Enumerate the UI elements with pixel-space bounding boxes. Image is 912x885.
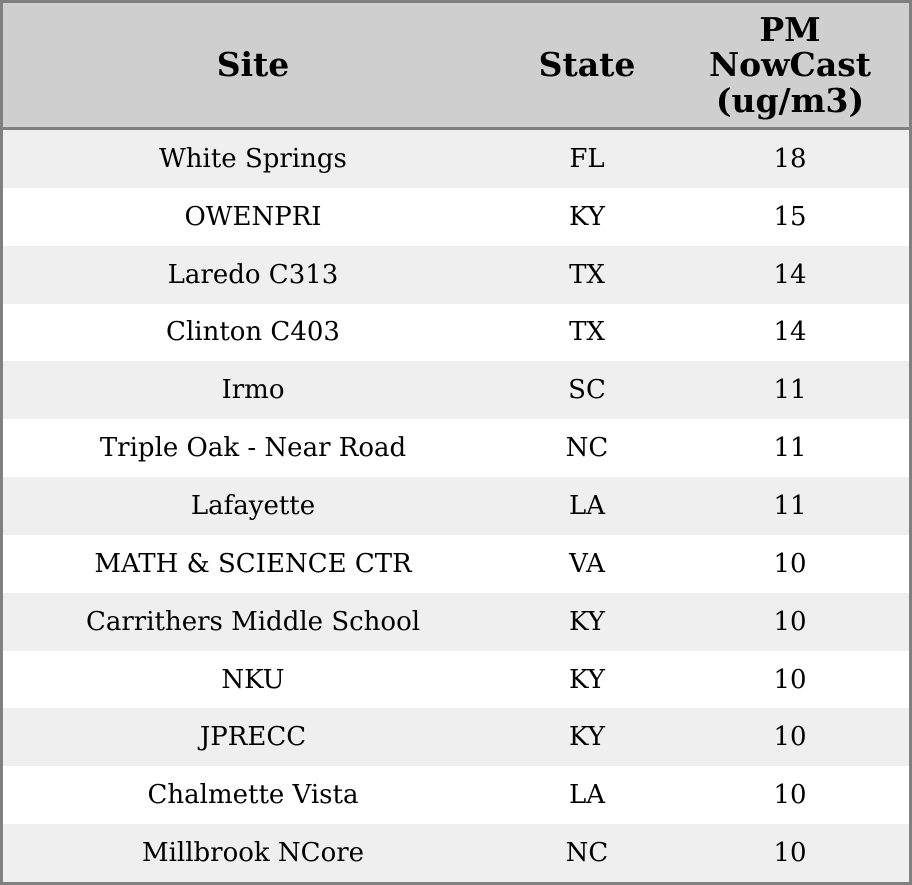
table-cell: 14: [671, 303, 909, 362]
table-row: MATH & SCIENCE CTR VA 10: [3, 534, 909, 593]
table-cell: 10: [671, 650, 909, 709]
table-cell: 15: [671, 187, 909, 246]
table-cell: NC: [503, 824, 671, 882]
table-row: Clinton C403 TX 14: [3, 303, 909, 362]
table-cell: NKU: [3, 650, 503, 709]
table-cell: 11: [671, 361, 909, 420]
table-cell: 11: [671, 419, 909, 478]
table-cell: 14: [671, 245, 909, 304]
table-cell: TX: [503, 303, 671, 362]
table-cell: 10: [671, 824, 909, 882]
table-cell: KY: [503, 187, 671, 246]
table-cell: 10: [671, 708, 909, 767]
table-cell: OWENPRI: [3, 187, 503, 246]
table-cell: 10: [671, 592, 909, 651]
table-row: Carrithers Middle School KY 10: [3, 592, 909, 651]
table-cell: MATH & SCIENCE CTR: [3, 534, 503, 593]
table-cell: VA: [503, 534, 671, 593]
table-cell: Laredo C313: [3, 245, 503, 304]
table-cell: LA: [503, 766, 671, 825]
table-cell: 18: [671, 128, 909, 188]
table-cell: LA: [503, 477, 671, 535]
table-row: OWENPRI KY 15: [3, 187, 909, 246]
header-text: Site: [216, 45, 290, 85]
table-cell: KY: [503, 650, 671, 709]
table-cell: KY: [503, 592, 671, 651]
table-row: White Springs FL 18: [3, 128, 909, 188]
table-cell: JPRECC: [3, 708, 503, 767]
table-cell: SC: [503, 361, 671, 420]
header-text: PM NowCast (ug/m3): [708, 9, 872, 120]
table-cell: TX: [503, 245, 671, 304]
table-cell: Chalmette Vista: [3, 766, 503, 825]
table-cell: Millbrook NCore: [3, 824, 503, 882]
table-cell: FL: [503, 128, 671, 188]
table-body: White Springs FL 18 OWENPRI KY 15 Laredo C313 T…: [3, 128, 909, 882]
table-row: Chalmette Vista LA 10: [3, 766, 909, 825]
header-cell: PM NowCast (ug/m3): [671, 3, 909, 130]
table-row: Laredo C313 TX 14: [3, 245, 909, 304]
header-row: Site State PM NowCast (ug/m3): [3, 3, 909, 130]
header-text: State: [538, 45, 636, 85]
table-cell: KY: [503, 708, 671, 767]
table-row: JPRECC KY 10: [3, 708, 909, 767]
table-cell: 10: [671, 534, 909, 593]
table-cell: 10: [671, 766, 909, 825]
table-cell: White Springs: [3, 128, 503, 188]
table-cell: 11: [671, 477, 909, 535]
table-cell: Clinton C403: [3, 303, 503, 362]
table-cell: Carrithers Middle School: [3, 592, 503, 651]
header-cell: Site: [3, 3, 503, 130]
table-header: Site State PM NowCast (ug/m3): [3, 3, 909, 130]
table-row: Irmo SC 11: [3, 361, 909, 420]
table-cell: Lafayette: [3, 477, 503, 535]
table-row: Triple Oak - Near Road NC 11: [3, 419, 909, 478]
table-row: NKU KY 10: [3, 650, 909, 709]
header-cell: State: [503, 3, 671, 130]
table-cell: Irmo: [3, 361, 503, 420]
table-cell: Triple Oak - Near Road: [3, 419, 503, 478]
table-row: Lafayette LA 11: [3, 477, 909, 535]
table-cell: NC: [503, 419, 671, 478]
data-table: Site State PM NowCast (ug/m3) White Spri…: [3, 3, 909, 882]
table-row: Millbrook NCore NC 10: [3, 824, 909, 882]
